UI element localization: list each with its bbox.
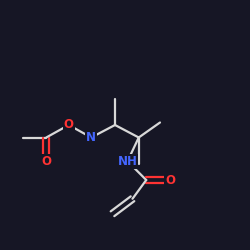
- Text: N: N: [86, 131, 96, 144]
- Text: O: O: [41, 155, 51, 168]
- Text: O: O: [64, 118, 74, 132]
- Text: O: O: [165, 174, 175, 186]
- Text: NH: NH: [118, 155, 138, 168]
